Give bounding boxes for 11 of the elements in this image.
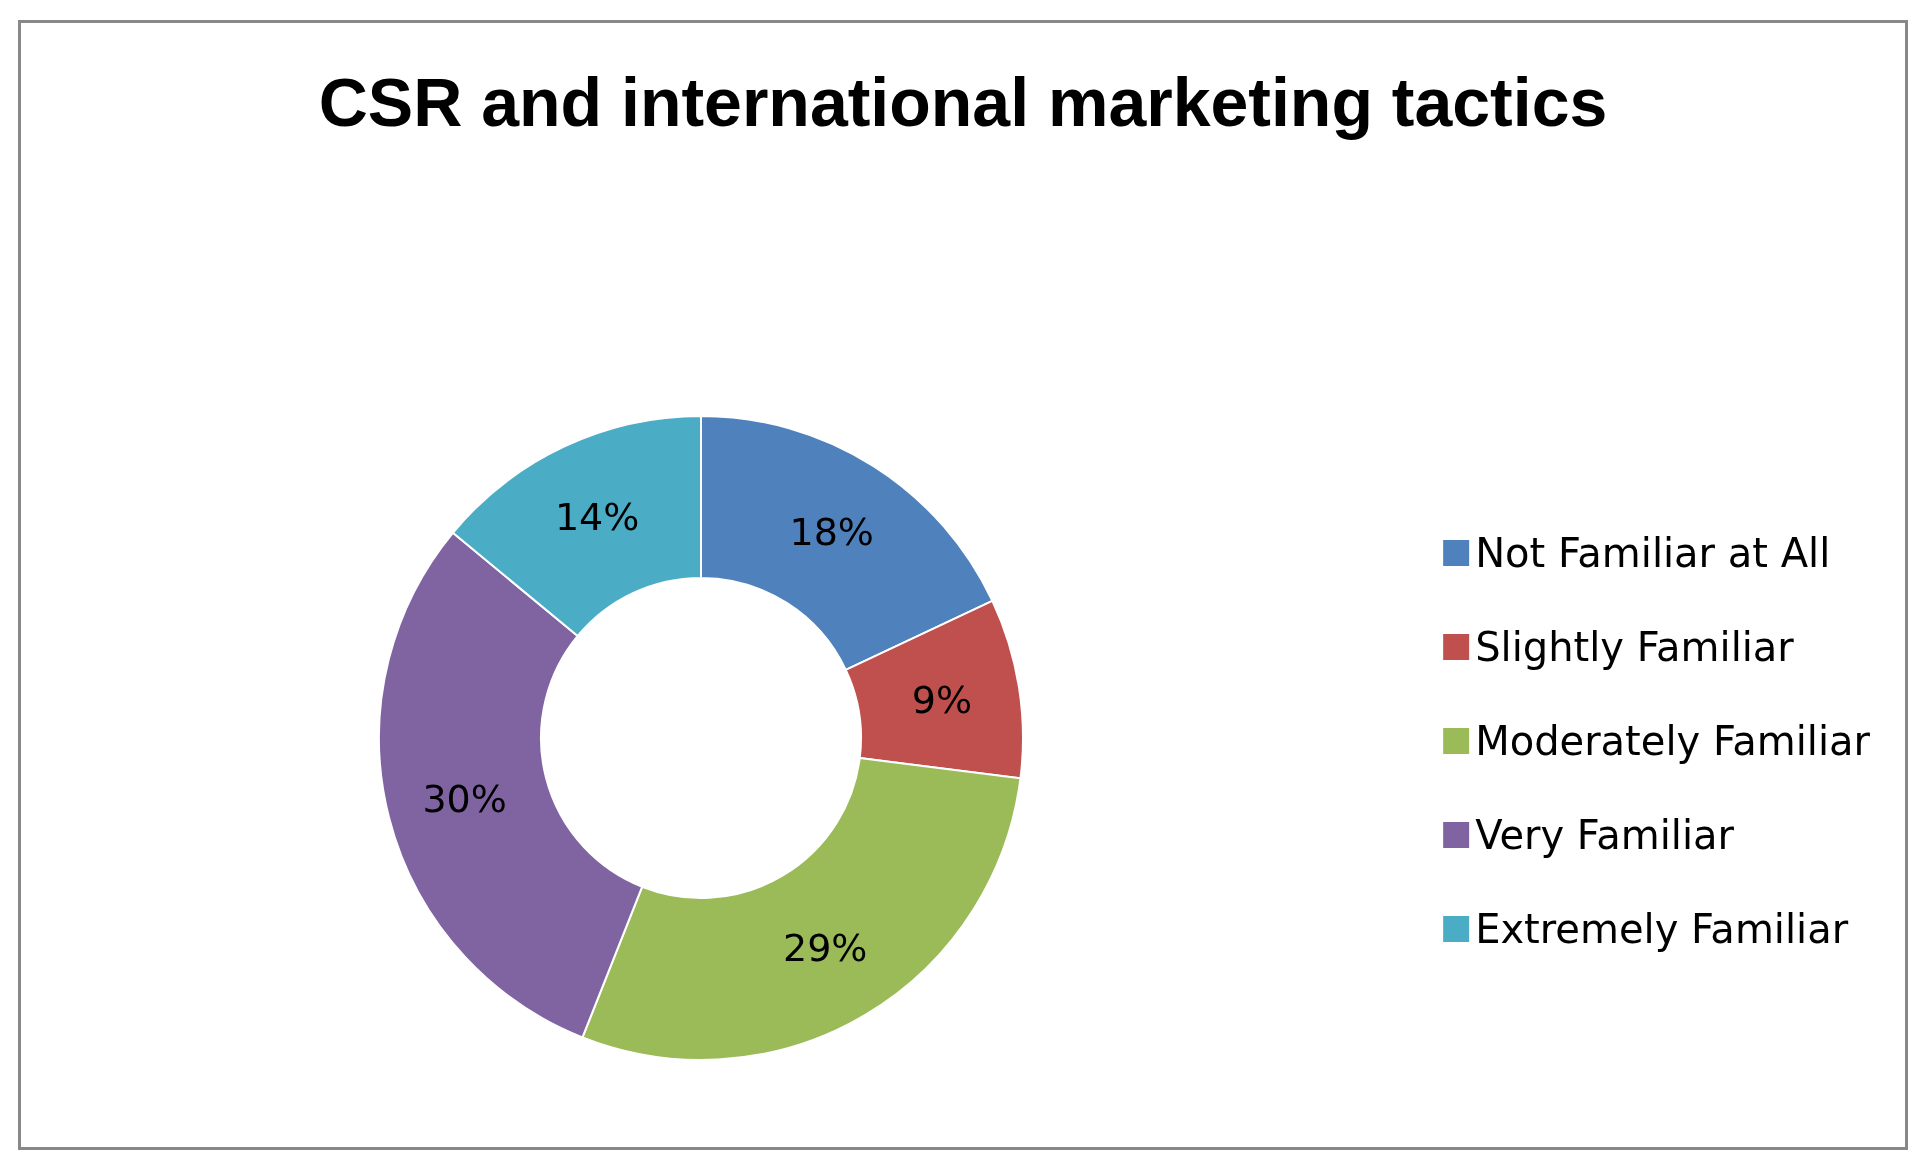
data-label: 14% (554, 495, 640, 540)
data-label: 29% (782, 926, 868, 971)
chart-title: CSR and international marketing tactics (318, 64, 1608, 140)
legend-label: Not Familiar at All (1475, 530, 1831, 576)
legend-label: Extremely Familiar (1475, 906, 1849, 952)
data-label: 9% (911, 677, 973, 722)
legend-label: Very Familiar (1475, 812, 1735, 858)
legend-label: Slightly Familiar (1475, 624, 1795, 670)
data-label: 30% (422, 776, 507, 821)
legend-label: Moderately Familiar (1475, 718, 1871, 764)
data-label: 18% (789, 509, 874, 554)
